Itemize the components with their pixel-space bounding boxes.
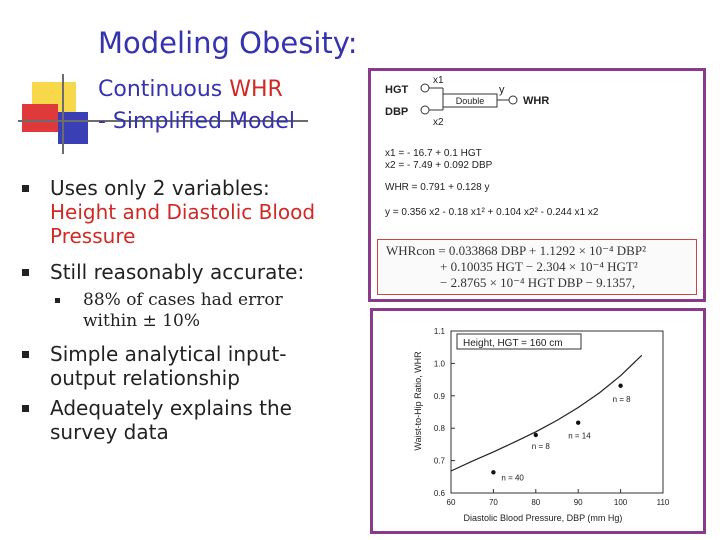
logo-red-block [22, 104, 58, 132]
x-tick-label: 100 [614, 498, 628, 507]
legend-box [456, 333, 582, 350]
bullet-square-icon [22, 185, 29, 192]
formula-row-1: WHRcon = 0.033868 DBP + 1.1292 × 10⁻⁴ DB… [386, 243, 646, 258]
x-tick-label: 80 [531, 498, 540, 507]
data-point-label: n = 8 [613, 395, 632, 404]
x-axis-label: Diastolic Blood Pressure, DBP (mm Hg) [464, 513, 623, 523]
input-hgt-label: HGT [385, 84, 409, 96]
output-whr-label: WHR [523, 95, 549, 107]
link-x2-label: x2 [433, 117, 444, 128]
y-axis-ticks: 0.6 0.7 0.8 0.9 1.0 1.1 [434, 327, 455, 498]
x-axis-ticks: 60 70 80 90 100 110 [447, 489, 670, 507]
y-tick-label: 1.1 [434, 327, 446, 336]
title-divider-line [18, 120, 308, 122]
data-point [618, 383, 623, 388]
data-point [576, 420, 581, 425]
bullet-square-icon [22, 269, 29, 276]
input-dbp-label: DBP [385, 106, 408, 118]
equation-x2: x2 = - 7.49 + 0.092 DBP [385, 160, 493, 171]
formula-box: WHRcon = 0.033868 DBP + 1.1292 × 10⁻⁴ DB… [377, 239, 697, 295]
subtitle-line-2: - Simplified Model [98, 109, 296, 134]
double-node-label: Double [456, 96, 485, 106]
bullet-text: within ± 10% [83, 311, 200, 331]
bullet-text: output relationship [50, 366, 240, 390]
bullet-text: survey data [50, 420, 169, 444]
bullet-text: Still reasonably accurate: [50, 260, 305, 284]
data-point [533, 432, 538, 438]
logo-vertical-line [62, 74, 64, 154]
equation-whr: WHR = 0.791 + 0.128 y [385, 182, 490, 193]
y-tick-label: 1.0 [434, 359, 446, 368]
bullet-text: 88% of cases had error [83, 290, 283, 310]
model-equations-panel: HGT DBP x1 x2 Double y WHR x1 = - 16.7 +… [368, 68, 706, 302]
bullet-text-highlight: Pressure [50, 224, 136, 248]
x-tick-label: 60 [447, 498, 456, 507]
plot-frame [450, 330, 664, 494]
data-point [491, 470, 496, 475]
network-diagram: HGT DBP x1 x2 Double y WHR [385, 75, 549, 128]
bullet-text: Simple analytical input- [50, 342, 287, 366]
whr-chart-panel: 0.6 0.7 0.8 0.9 1.0 1.1 60 70 80 90 100 110 n = 40… [370, 308, 706, 534]
bullet-text: Uses only 2 variables: [50, 176, 270, 200]
formula-row-2: + 0.10035 HGT − 2.304 × 10⁻⁴ HGT² [440, 259, 638, 274]
bullet-square-icon [22, 351, 29, 358]
legend-label: Height, HGT = 160 cm [463, 338, 563, 349]
output-node [508, 95, 518, 105]
input-dbp-node [420, 105, 430, 115]
input-hgt-node [420, 83, 430, 93]
bullet-text-highlight: Height and Diastolic Blood [50, 200, 316, 224]
data-points: n = 40 n = 8 n = 14 n = 8 [491, 383, 632, 482]
y-tick-label: 0.7 [434, 457, 446, 466]
slide-title: Modeling Obesity: [98, 26, 358, 60]
y-axis-label: Waist-to-Hip Ratio, WHR [413, 351, 423, 451]
x-tick-label: 70 [489, 498, 498, 507]
data-point-label: n = 14 [568, 432, 591, 441]
bullet-text: Adequately explains the [50, 396, 292, 420]
link-x1-label: x1 [433, 75, 444, 86]
formula-row-3: − 2.8765 × 10⁻⁴ HGT DBP − 9.1357, [440, 275, 636, 290]
data-point-label: n = 40 [501, 473, 524, 482]
y-tick-label: 0.9 [434, 392, 446, 401]
y-tick-label: 0.8 [434, 424, 446, 433]
equation-x1: x1 = - 16.7 + 0.1 HGT [385, 148, 482, 159]
x-tick-label: 90 [574, 498, 583, 507]
bullet-square-icon [22, 405, 29, 412]
data-point-label: n = 8 [532, 442, 551, 451]
fit-curve [450, 354, 643, 472]
bullet-square-icon [55, 298, 60, 303]
subtitle-text: Continuous [98, 77, 230, 102]
y-tick-label: 0.6 [434, 489, 446, 498]
equation-y: y = 0.356 x2 - 0.18 x1² + 0.104 x2² - 0.… [385, 207, 599, 218]
subtitle-whr: WHR [229, 77, 283, 102]
output-y-label: y [499, 84, 505, 96]
x-tick-label: 110 [657, 498, 670, 507]
slide-subtitle: Continuous WHR - Simplified Model [98, 74, 295, 138]
whr-scatter-chart: 0.6 0.7 0.8 0.9 1.0 1.1 60 70 80 90 100 110 n = 40… [413, 327, 670, 523]
